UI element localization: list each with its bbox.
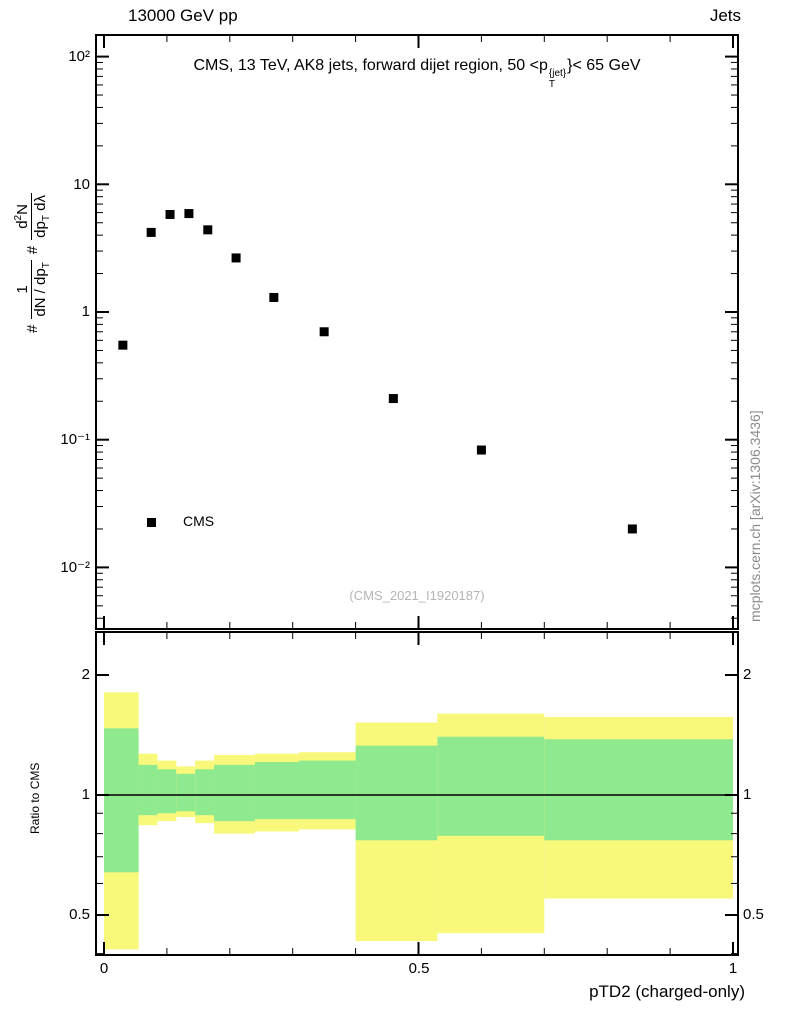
ratio-ytick-right-0p5: 0.5 xyxy=(743,906,764,923)
top-ytick-label-100: 10² xyxy=(68,48,90,65)
analysis-group-label: Jets xyxy=(709,6,741,25)
ylabel-frac2-den: dpT dλ xyxy=(31,193,53,240)
ylabel-frac2-den-post: dλ xyxy=(32,195,50,216)
xtick-label-0p5: 0.5 xyxy=(408,960,430,977)
mcplots-arxiv-note: mcplots.cern.ch [arXiv:1306.3436] xyxy=(747,410,763,622)
top-ytick-label-10: 10 xyxy=(73,176,90,193)
beam-energy-label: 13000 GeV pp xyxy=(128,6,238,25)
plot-title-sub: T xyxy=(548,78,555,90)
ylabel-frac1-den: dN / dpT xyxy=(30,260,53,319)
top-ytick-label-1: 1 xyxy=(81,303,90,320)
plot-title-post: }< 65 GeV xyxy=(567,57,641,74)
ylabel-fraction-2: d2N dpT dλ xyxy=(13,193,53,240)
legend-label-cms: CMS xyxy=(183,513,215,529)
top-ytick-label-0p1: 10⁻¹ xyxy=(60,431,90,448)
xtick-label-1: 1 xyxy=(728,960,738,977)
plot-title-pre: CMS, 13 TeV, AK8 jets, forward dijet reg… xyxy=(193,57,548,74)
ylabel-fraction-1: 1 dN / dpT xyxy=(13,260,53,319)
ylabel-frac2-num-pre: d xyxy=(14,220,31,229)
ratio-ytick-right-1: 1 xyxy=(743,786,752,803)
ratio-y-axis-label: Ratio to CMS xyxy=(28,762,42,834)
plot-title-sup: {jet} xyxy=(548,68,567,79)
ratio-ytick-right-2: 2 xyxy=(743,666,752,683)
ylabel-frac2-den-pre: dp xyxy=(32,221,50,238)
legend-marker-square xyxy=(147,518,156,527)
plot-title-supsub: {jet} T xyxy=(548,68,567,90)
ylabel-frac1-den-sub: T xyxy=(40,262,52,269)
top-ytick-label-0p01: 10⁻² xyxy=(60,559,90,576)
ylabel-frac1-den-text: dN / dp xyxy=(31,268,49,317)
ylabel-frac2-den-sub: T xyxy=(41,215,53,222)
ratio-ytick-left-1: 1 xyxy=(81,786,90,803)
ylabel-frac1-num: 1 xyxy=(13,285,31,294)
ylabel-hash-2: # xyxy=(24,245,42,255)
xtick-label-0: 0 xyxy=(99,960,109,977)
ylabel-frac2-num: d2N xyxy=(13,202,31,231)
ratio-ytick-left-0p5: 0.5 xyxy=(69,906,90,923)
plot-title: CMS, 13 TeV, AK8 jets, forward dijet reg… xyxy=(96,57,738,90)
ylabel-frac2-num-post: N xyxy=(14,204,31,215)
x-axis-title: pTD2 (charged-only) xyxy=(589,982,745,1001)
ratio-ytick-left-2: 2 xyxy=(81,666,90,683)
analysis-id-watermark: (CMS_2021_I1920187) xyxy=(349,588,485,603)
ylabel-frac2-num-sup: 2 xyxy=(13,214,24,221)
top-y-axis-label: # 1 dN / dpT # d2N dpT dλ xyxy=(13,193,53,333)
ylabel-hash-1: # xyxy=(24,324,42,333)
